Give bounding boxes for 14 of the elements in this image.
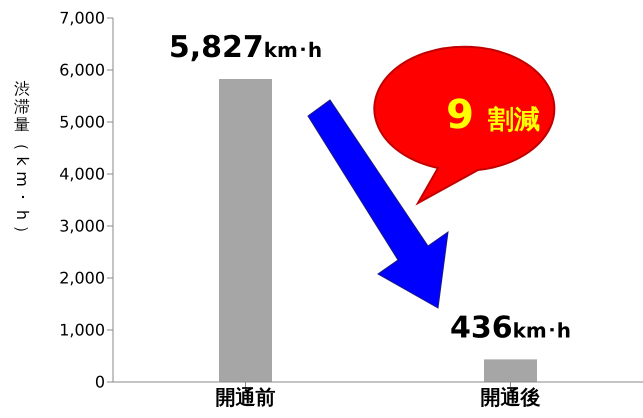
y-tick-label: 1,000	[59, 320, 105, 340]
text: 渋滞量（km･h）	[13, 79, 32, 241]
y-tick-label: 3,000	[59, 216, 105, 236]
y-tick-label: 4,000	[59, 164, 105, 184]
y-tick-label: 6,000	[59, 60, 105, 80]
y-tick-label: 7,000	[59, 8, 105, 28]
data-label: 5,827km･h	[168, 30, 322, 65]
x-tick-label: 開通後	[480, 385, 540, 410]
y-tick-label: 2,000	[59, 268, 105, 288]
data-label: 436km･h	[450, 310, 572, 346]
annotation: 9 割減	[446, 92, 540, 138]
y-tick-label: 0	[94, 372, 105, 392]
x-tick-label: 開通前	[216, 385, 276, 410]
y-tick-label: 5,000	[59, 112, 105, 132]
